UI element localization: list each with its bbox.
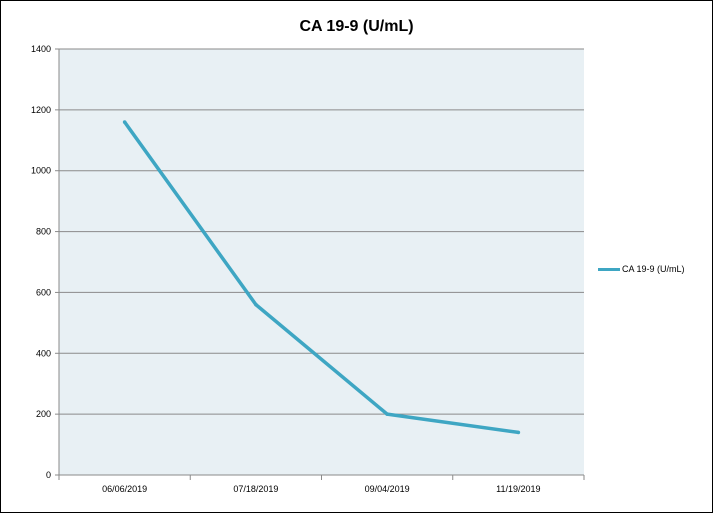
data-point: [385, 412, 389, 416]
y-tick-label: 600: [36, 287, 51, 297]
x-tick-label: 06/06/2019: [102, 484, 147, 494]
x-tick-label: 09/04/2019: [365, 484, 410, 494]
data-point: [254, 302, 258, 307]
plot-area: [59, 49, 584, 475]
legend: CA 19-9 (U/mL): [598, 264, 685, 274]
x-tick-label: 07/18/2019: [233, 484, 278, 494]
data-point: [122, 120, 127, 124]
y-tick-label: 1400: [31, 44, 51, 54]
data-point: [516, 430, 521, 435]
y-tick-label: 1200: [31, 105, 51, 115]
legend-label: CA 19-9 (U/mL): [622, 264, 685, 274]
chart-title: CA 19-9 (U/mL): [299, 18, 414, 35]
y-tick-label: 400: [36, 348, 51, 358]
y-tick-label: 0: [46, 470, 51, 480]
y-tick-label: 1000: [31, 166, 51, 176]
series-line: [123, 121, 519, 435]
legend-swatch: [598, 267, 620, 271]
x-tick-label: 11/19/2019: [496, 484, 540, 494]
y-tick-label: 200: [36, 409, 51, 419]
y-tick-label: 800: [36, 227, 51, 237]
